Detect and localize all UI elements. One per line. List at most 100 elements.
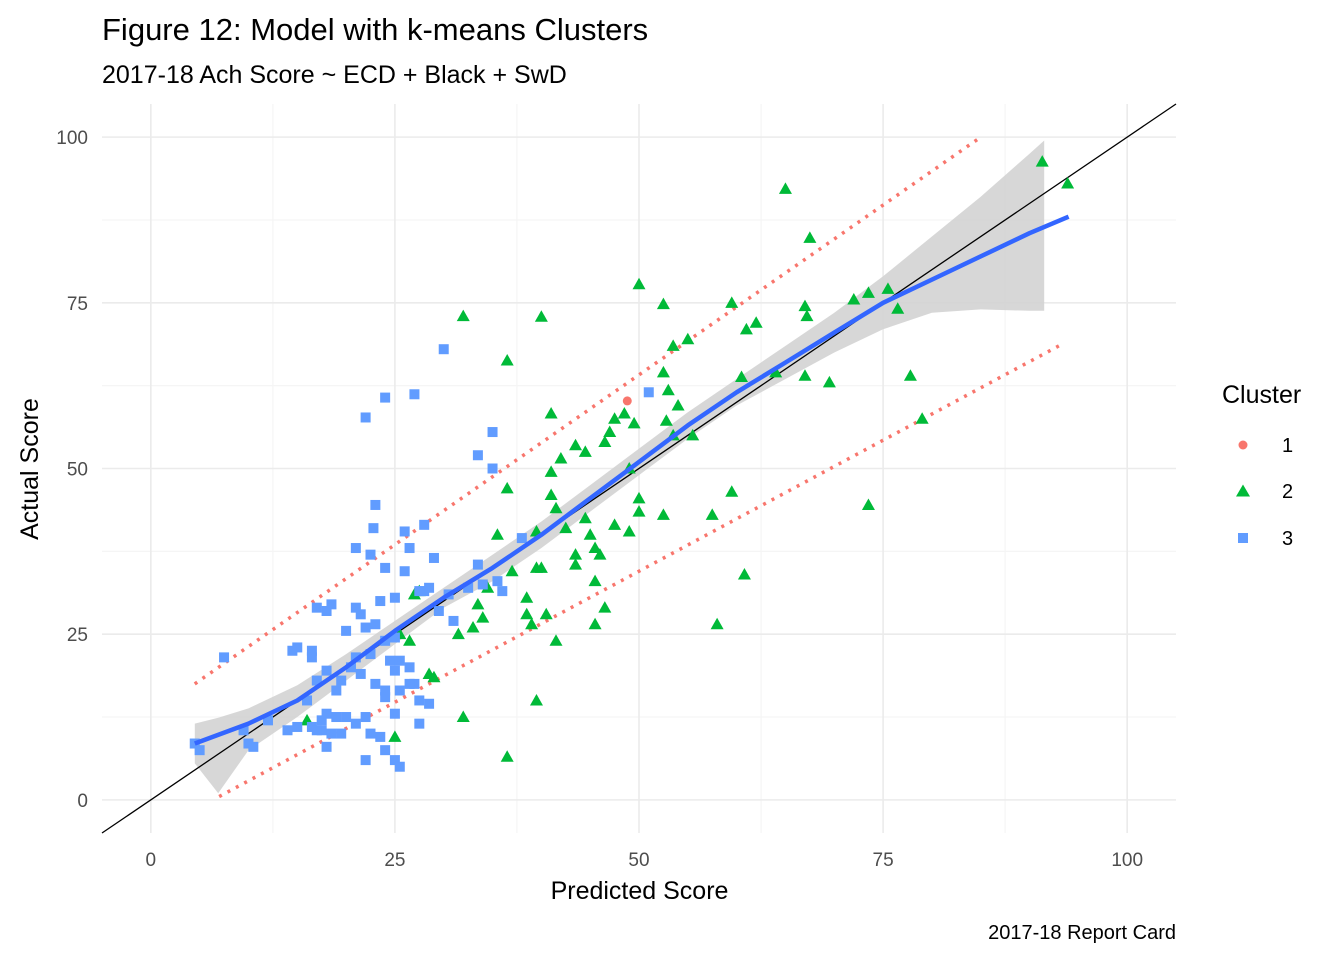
legend-key-circle-icon: [1238, 440, 1248, 450]
point-cluster-2: [569, 558, 583, 570]
point-cluster-3: [370, 619, 381, 630]
point-cluster-3: [306, 652, 317, 663]
y-tick-label: 0: [77, 791, 88, 812]
point-cluster-3: [375, 731, 386, 742]
point-cluster-3: [394, 655, 405, 666]
point-cluster-3: [414, 695, 425, 706]
point-cluster-3: [424, 582, 435, 593]
point-cluster-3: [331, 685, 342, 696]
point-cluster-3: [360, 622, 371, 633]
y-axis-title: Actual Score: [16, 398, 44, 540]
point-cluster-2: [490, 528, 504, 540]
point-cluster-2: [903, 369, 917, 381]
smooth-line-group: [194, 214, 1070, 746]
point-cluster-3: [394, 685, 405, 696]
point-cluster-2: [705, 508, 719, 520]
point-cluster-3: [487, 427, 498, 438]
point-cluster-2: [578, 445, 592, 457]
point-cluster-2: [588, 541, 602, 554]
point-cluster-2: [505, 564, 519, 577]
point-cluster-2: [544, 406, 558, 419]
point-cluster-3: [472, 559, 483, 570]
point-cluster-2: [588, 617, 602, 630]
point-cluster-2: [891, 302, 905, 314]
point-cluster-3: [370, 678, 381, 689]
point-cluster-2: [403, 634, 417, 646]
point-cluster-2: [598, 435, 612, 447]
point-cluster-2: [739, 322, 753, 335]
legend-label-2: 2: [1282, 481, 1293, 503]
y-tick-label: 75: [67, 294, 88, 315]
point-cluster-3: [311, 725, 322, 736]
legend-label-3: 3: [1282, 528, 1293, 550]
point-cluster-3: [389, 755, 400, 766]
point-cluster-3: [497, 586, 508, 597]
point-cluster-2: [656, 365, 670, 378]
point-cluster-3: [321, 605, 332, 616]
point-cluster-3: [238, 725, 249, 736]
point-cluster-2: [666, 339, 680, 351]
reference-lines: [101, 103, 1177, 834]
point-cluster-2: [529, 693, 543, 706]
x-tick-label: 0: [146, 850, 157, 871]
point-cluster-3: [321, 665, 332, 676]
point-cluster-3: [189, 738, 200, 749]
point-cluster-2: [598, 601, 612, 613]
point-cluster-2: [671, 399, 685, 411]
point-cluster-2: [881, 282, 895, 294]
point-cluster-3: [419, 519, 430, 530]
point-cluster-2: [603, 425, 617, 438]
point-cluster-3: [311, 602, 322, 613]
point-cluster-2: [500, 353, 514, 366]
point-cluster-2: [617, 406, 631, 419]
point-cluster-2: [500, 481, 514, 494]
point-cluster-2: [388, 730, 402, 742]
point-cluster-2: [798, 299, 812, 312]
x-tick-label: 25: [384, 850, 405, 871]
x-tick-label: 75: [873, 850, 894, 871]
point-cluster-2: [544, 488, 558, 501]
point-cluster-3: [389, 632, 400, 643]
point-cluster-2: [735, 370, 749, 383]
y-tick-label: 50: [67, 460, 88, 481]
point-cluster-3: [433, 605, 444, 616]
point-cluster-2: [659, 414, 673, 426]
point-cluster-3: [389, 665, 400, 676]
point-cluster-3: [345, 662, 356, 673]
point-cluster-2: [681, 332, 695, 345]
point-cluster-2: [798, 369, 812, 381]
point-cluster-3: [380, 692, 391, 703]
point-cluster-2: [627, 416, 641, 429]
point-cluster-3: [360, 412, 371, 423]
point-cluster-2: [500, 750, 514, 762]
chart-subtitle: 2017-18 Ach Score ~ ECD + Black + SwD: [102, 61, 567, 89]
point-cluster-3: [326, 599, 337, 610]
x-tick-label: 100: [1111, 850, 1143, 871]
point-cluster-3: [282, 725, 293, 736]
point-cluster-2: [656, 297, 670, 310]
point-cluster-3: [262, 715, 273, 726]
point-cluster-3: [287, 645, 298, 656]
point-cluster-2: [861, 286, 875, 298]
point-cluster-3: [399, 526, 410, 537]
point-cluster-2: [632, 277, 646, 290]
point-cluster-3: [380, 392, 391, 403]
point-cluster-3: [370, 499, 381, 510]
confidence-band: [194, 140, 1045, 794]
point-cluster-2: [778, 182, 792, 194]
x-tick-label: 50: [628, 850, 649, 871]
point-cluster-3: [336, 675, 347, 686]
point-cluster-2: [803, 231, 817, 243]
point-cluster-3: [292, 721, 303, 732]
chart-caption: 2017-18 Report Card: [988, 922, 1176, 944]
prediction-lower-line: [218, 344, 1060, 799]
point-cluster-2: [451, 627, 465, 640]
point-cluster-2: [737, 568, 751, 580]
point-cluster-3: [463, 582, 474, 593]
point-cluster-3: [516, 533, 527, 544]
point-cluster-3: [365, 728, 376, 739]
point-cluster-2: [476, 611, 490, 623]
point-cluster-2: [466, 621, 480, 633]
point-cluster-3: [302, 695, 313, 706]
point-cluster-2: [559, 521, 573, 534]
